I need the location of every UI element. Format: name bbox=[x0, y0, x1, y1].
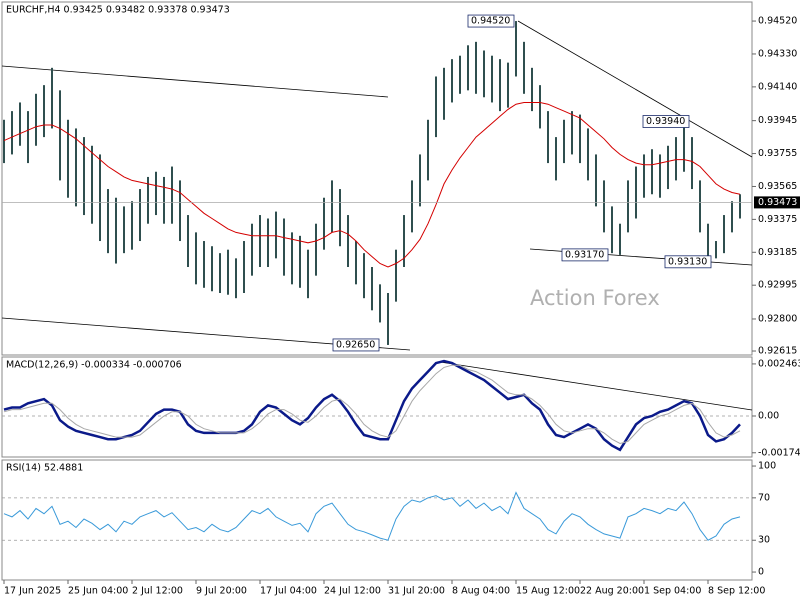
last-price-box bbox=[754, 196, 800, 209]
y-tick-label: 0.93565 bbox=[758, 181, 797, 192]
x-tick-label: 9 Jul 20:00 bbox=[196, 586, 247, 597]
y-tick-label: 0.93185 bbox=[758, 247, 797, 258]
price-annotation: 0.93940 bbox=[646, 116, 685, 127]
x-tick-label: 1 Sep 04:00 bbox=[644, 586, 701, 597]
indicator-line bbox=[3, 359, 741, 452]
x-tick-label: 15 Aug 12:00 bbox=[516, 586, 580, 597]
x-tick-label: 25 Jun 04:00 bbox=[68, 586, 128, 597]
macd-panel bbox=[1, 356, 753, 458]
indicator-line bbox=[3, 364, 741, 445]
y-tick-label: 0.93375 bbox=[758, 214, 797, 225]
last-price-label: 0.93473 bbox=[758, 197, 797, 208]
x-tick-label: 24 Jul 12:00 bbox=[324, 586, 381, 597]
price-annotation-box bbox=[642, 115, 690, 128]
price-annotation-box bbox=[561, 248, 609, 262]
x-tick-label: 17 Jul 04:00 bbox=[260, 586, 317, 597]
price-annotation-box bbox=[664, 255, 712, 269]
price-panel bbox=[1, 1, 753, 356]
y-tick-label: 0.92615 bbox=[758, 346, 797, 357]
x-tick-label: 8 Aug 04:00 bbox=[452, 586, 510, 597]
x-tick-label: 17 Jun 2025 bbox=[4, 586, 61, 597]
watermark: Action Forex bbox=[530, 286, 660, 310]
x-tick-label: 22 Aug 20:00 bbox=[580, 586, 644, 597]
price-annotation: 0.93170 bbox=[565, 249, 604, 260]
price-annotation: 0.94520 bbox=[471, 16, 510, 27]
price-title: EURCHF,H4 0.93425 0.93482 0.93378 0.9347… bbox=[6, 5, 230, 16]
price-annotation-box bbox=[467, 14, 515, 28]
y-tick-label: 30 bbox=[758, 535, 770, 546]
price-annotation: 0.92650 bbox=[336, 339, 375, 350]
macd-title: MACD(12,26,9) -0.000334 -0.000706 bbox=[6, 360, 182, 371]
y-tick-label: 0.94140 bbox=[758, 81, 797, 92]
y-tick-label: 0.92995 bbox=[758, 280, 797, 291]
y-tick-label: 0.00 bbox=[758, 410, 779, 421]
x-tick-label: 31 Jul 20:00 bbox=[388, 586, 445, 597]
rsi-panel bbox=[1, 459, 753, 581]
y-tick-label: 0.93945 bbox=[758, 115, 797, 126]
y-tick-label: 0.002463 bbox=[758, 358, 800, 369]
moving-average bbox=[3, 102, 741, 268]
x-tick-label: 8 Sep 12:00 bbox=[708, 586, 765, 597]
y-tick-label: 70 bbox=[758, 492, 770, 503]
price-annotation-box bbox=[332, 338, 380, 352]
y-tick-label: 100 bbox=[758, 461, 776, 472]
y-tick-label: 0.94330 bbox=[758, 48, 797, 59]
y-tick-label: 0.93755 bbox=[758, 148, 797, 159]
indicator-line bbox=[3, 491, 741, 541]
trend-line bbox=[439, 361, 753, 411]
y-tick-label: -0.00174 bbox=[758, 447, 800, 458]
price-annotation: 0.93130 bbox=[668, 256, 707, 267]
y-tick-label: 0.92800 bbox=[758, 313, 797, 324]
x-tick-label: 2 Jul 12:00 bbox=[132, 586, 183, 597]
trend-line bbox=[517, 20, 753, 158]
trend-line bbox=[1, 65, 389, 98]
y-tick-label: 0.94520 bbox=[758, 16, 797, 27]
rsi-title: RSI(14) 52.4881 bbox=[6, 463, 83, 474]
y-tick-label: 0 bbox=[758, 567, 764, 578]
